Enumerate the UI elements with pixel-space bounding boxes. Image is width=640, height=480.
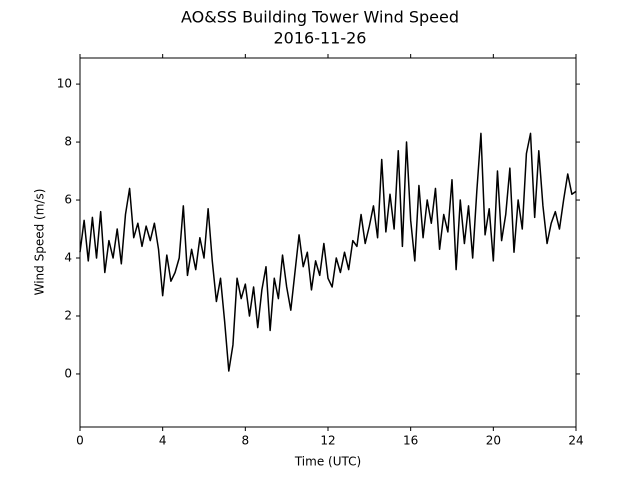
chart-subtitle: 2016-11-26 [274,29,367,48]
x-tick-label: 16 [403,434,418,448]
y-axis-label: Wind Speed (m/s) [33,189,47,296]
x-tick-label: 20 [486,434,501,448]
x-tick-label: 0 [76,434,84,448]
data-line [79,132,577,372]
x-tick-label: 24 [568,434,583,448]
y-tick-label: 8 [64,135,72,149]
y-tick-label: 10 [57,77,72,91]
y-tick-label: 0 [64,366,72,380]
x-tick-label: 4 [159,434,167,448]
x-axis-label: Time (UTC) [294,455,361,469]
x-tick-label: 12 [320,434,335,448]
y-tick-label: 6 [64,193,72,207]
y-tick-label: 4 [64,251,72,265]
y-tick-label: 2 [64,308,72,322]
x-tick-label: 8 [242,434,250,448]
chart-title: AO&SS Building Tower Wind Speed [181,8,459,27]
plot-frame [79,57,577,428]
